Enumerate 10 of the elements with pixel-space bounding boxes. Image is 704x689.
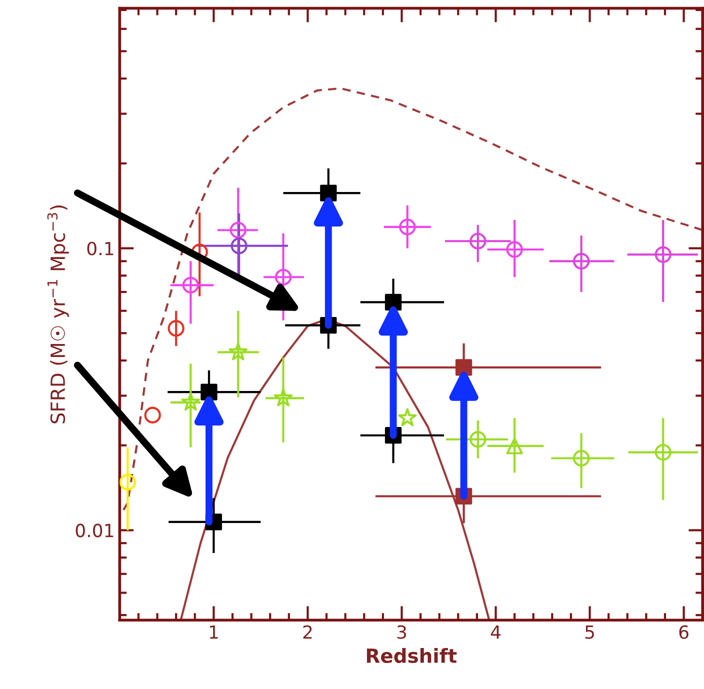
y-tick-label: 0.1 (87, 242, 114, 256)
x-tick-label: 4 (490, 626, 500, 639)
x-tick-label: 3 (397, 625, 406, 639)
y-axis-title: SFRD (M☉ yr$^{−1}$ Mpc$^{−3}$) (47, 205, 69, 424)
y-tick-label: 0.01 (76, 524, 114, 538)
x-tick-label: 5 (585, 626, 594, 639)
x-axis-title: Redshift (366, 648, 457, 664)
x-tick-label: 1 (210, 626, 218, 639)
x-tick-label: 2 (303, 625, 312, 639)
x-tick-label: 6 (679, 625, 688, 639)
